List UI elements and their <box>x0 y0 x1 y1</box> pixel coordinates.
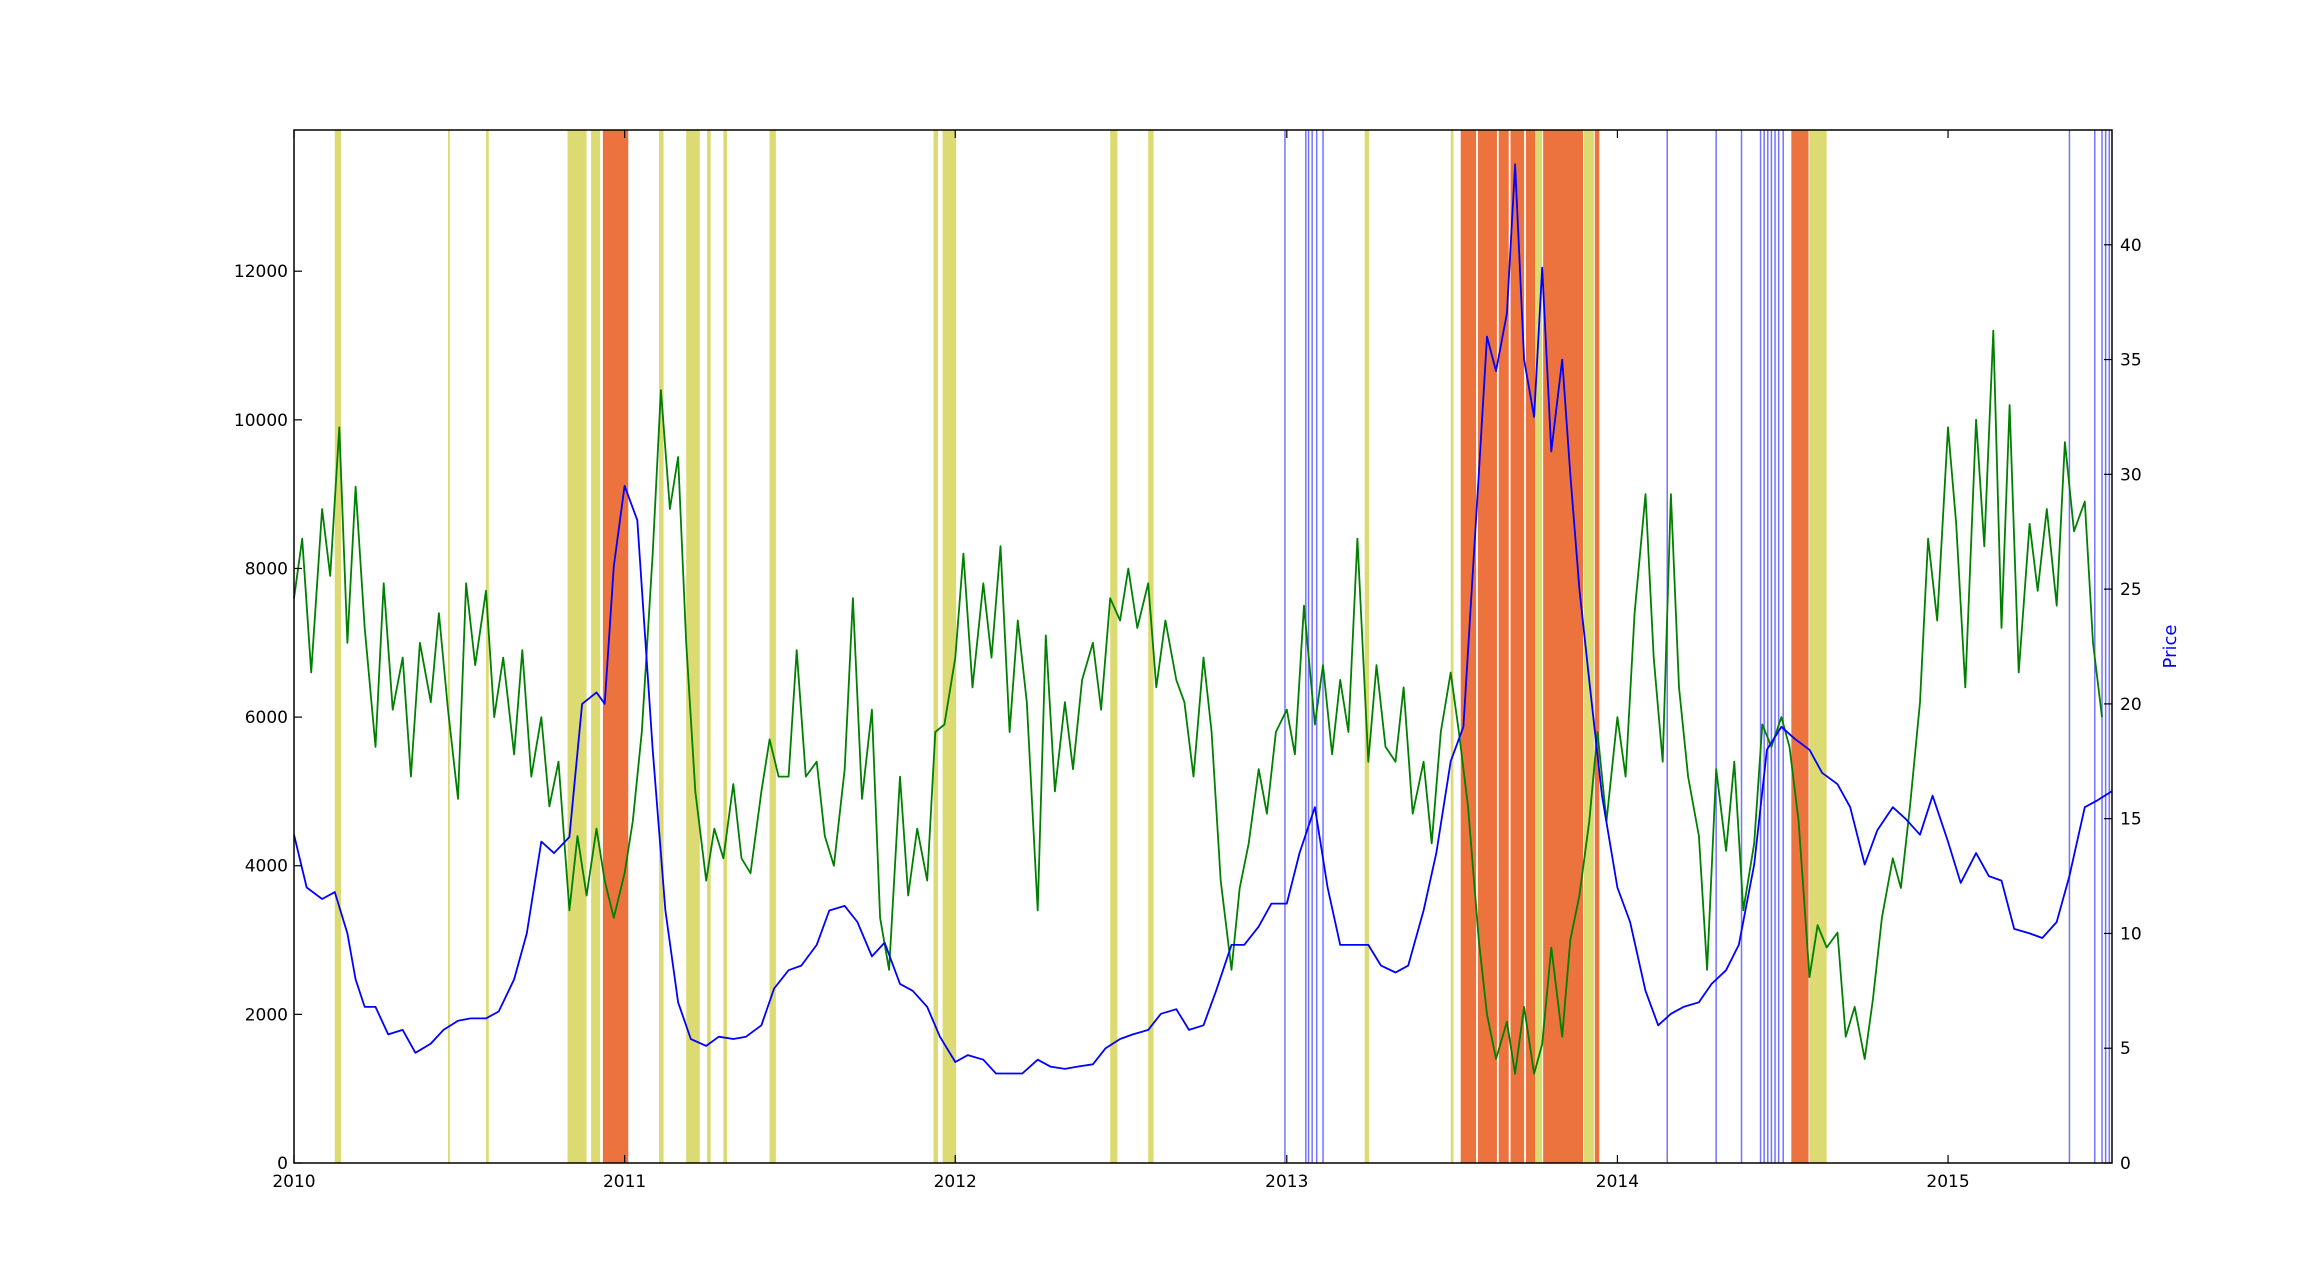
yellow-band <box>686 130 700 1163</box>
x-tick-label: 2012 <box>934 1172 977 1192</box>
yellow-band <box>659 130 664 1163</box>
y-tick-label-right: 40 <box>2120 236 2142 256</box>
y-tick-label-right: 0 <box>2120 1154 2131 1174</box>
yellow-band <box>1110 130 1118 1163</box>
y-tick-label-left: 6000 <box>245 708 288 728</box>
yellow-band <box>1450 130 1454 1163</box>
orange-band <box>1525 130 1535 1163</box>
orange-band <box>1477 130 1497 1163</box>
series-lines <box>293 163 2113 1075</box>
y-tick-label-left: 0 <box>277 1154 288 1174</box>
orange-band <box>1498 130 1509 1163</box>
y-tick-label-left: 4000 <box>245 857 288 877</box>
blue-price-line <box>293 163 2113 1075</box>
yellow-band <box>1148 130 1154 1163</box>
x-tick-label: 2015 <box>1926 1172 1969 1192</box>
yellow-band <box>486 130 489 1163</box>
orange-band <box>602 130 629 1163</box>
yellow-band <box>1364 130 1370 1163</box>
x-tick-label: 2013 <box>1265 1172 1308 1192</box>
right-axis-label: Price <box>2160 625 2181 669</box>
yellow-band <box>591 130 601 1163</box>
y-tick-label-right: 10 <box>2120 924 2142 944</box>
y-tick-label-right: 35 <box>2120 351 2142 371</box>
yellow-band <box>769 130 776 1163</box>
y-tick-label-left: 2000 <box>245 1005 288 1025</box>
yellow-band <box>1534 130 1543 1163</box>
y-tick-label-right: 30 <box>2120 465 2142 485</box>
y-tick-label-right: 15 <box>2120 810 2142 830</box>
y-tick-label-left: 8000 <box>245 559 288 579</box>
orange-band <box>1594 130 1600 1163</box>
highlight-bands <box>334 130 2111 1163</box>
orange-band <box>1510 130 1525 1163</box>
yellow-band <box>707 130 711 1163</box>
yellow-band <box>1583 130 1594 1163</box>
y-tick-label-right: 25 <box>2120 580 2142 600</box>
axes: 2010 2011 2012 2013 2014 20150200040006000800… <box>234 130 2142 1192</box>
plot-frame <box>293 129 2113 1164</box>
yellow-band <box>933 130 939 1163</box>
yellow-band <box>567 130 587 1163</box>
yellow-band <box>447 130 450 1163</box>
x-tick-label: 2011 <box>603 1172 646 1192</box>
yellow-band <box>723 130 727 1163</box>
y-tick-label-left: 12000 <box>234 262 288 282</box>
y-tick-label-right: 5 <box>2120 1039 2131 1059</box>
green-series-line <box>293 329 2103 1075</box>
yellow-band <box>1809 130 1827 1163</box>
x-tick-label: 2014 <box>1596 1172 1639 1192</box>
x-tick-label: 2010 <box>272 1172 315 1192</box>
orange-band <box>1791 130 1809 1163</box>
orange-band <box>1543 130 1583 1163</box>
y-tick-label-right: 20 <box>2120 695 2142 715</box>
yellow-band <box>334 130 342 1163</box>
y-tick-label-left: 10000 <box>234 411 288 431</box>
yellow-band <box>942 130 957 1163</box>
